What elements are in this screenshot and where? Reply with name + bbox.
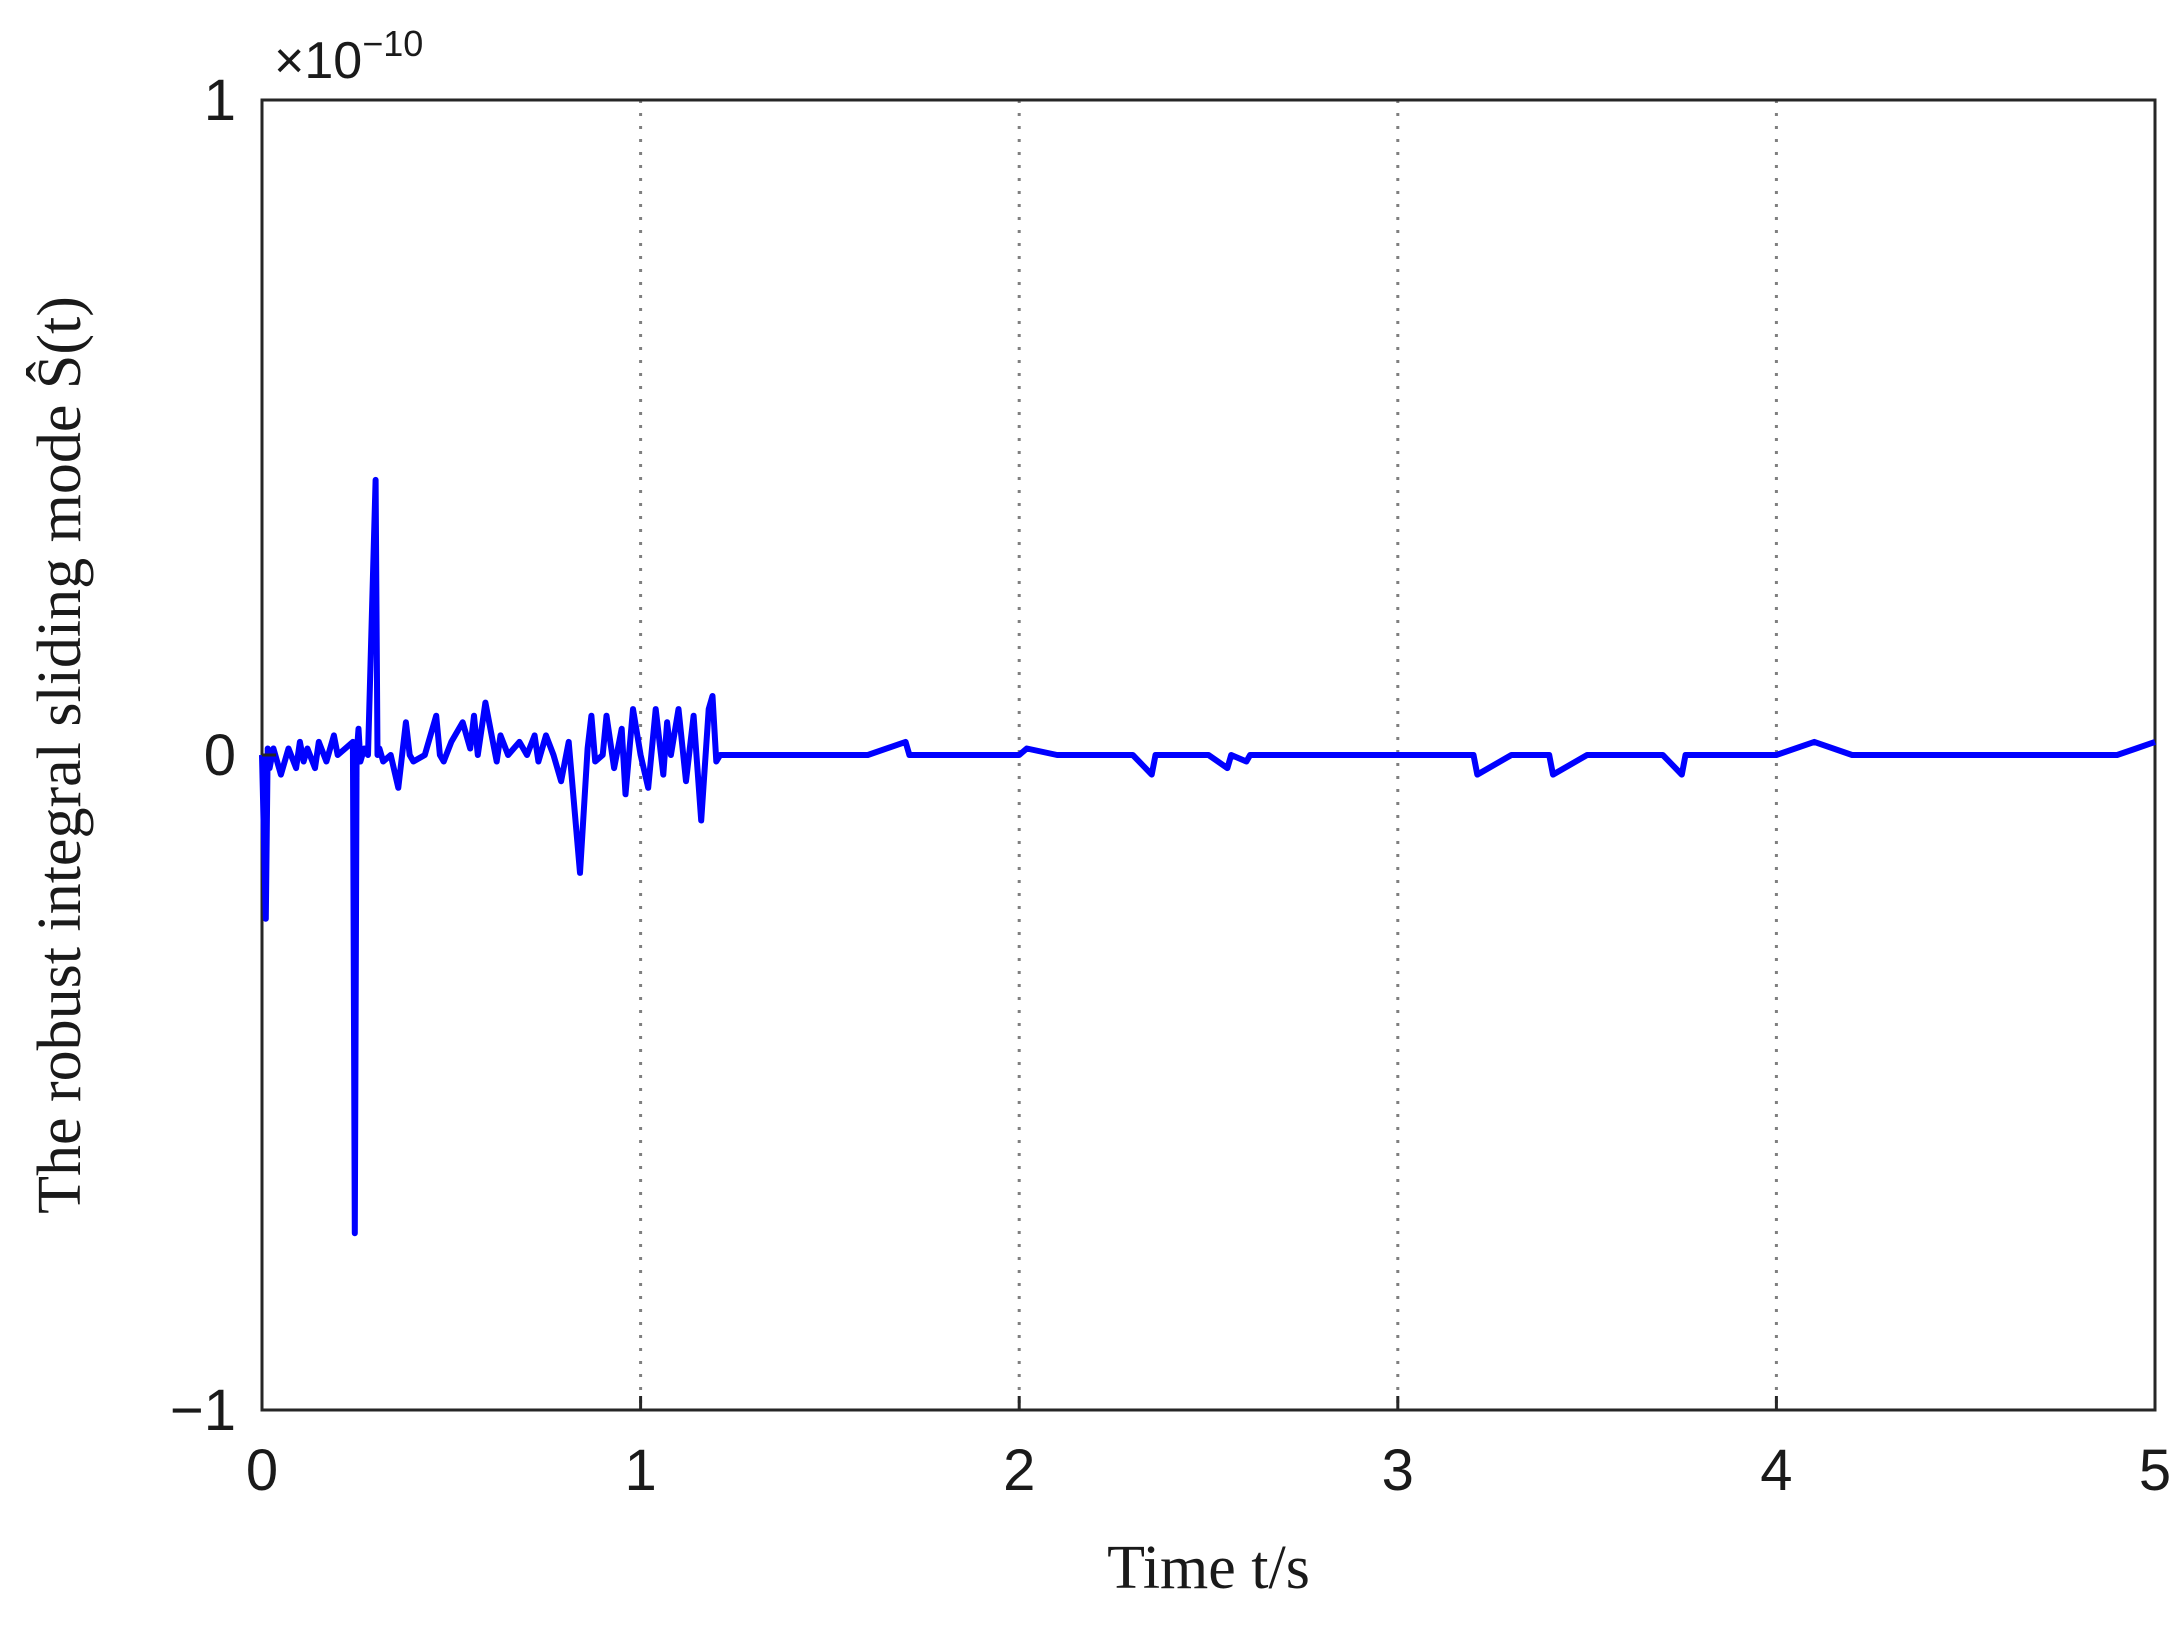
y-axis-exponent: ×10−10 bbox=[274, 23, 423, 90]
x-tick-label: 0 bbox=[246, 1438, 278, 1503]
x-tick-label: 1 bbox=[624, 1438, 656, 1503]
series-layer bbox=[259, 476, 2156, 1237]
x-tick-label: 5 bbox=[2139, 1438, 2171, 1503]
y-tick-label: 1 bbox=[204, 68, 236, 133]
x-tick-label: 4 bbox=[1760, 1438, 1792, 1503]
y-tick-label: −1 bbox=[170, 1378, 236, 1443]
x-axis-label: Time t/s bbox=[1107, 1534, 1310, 1602]
series-line-0 bbox=[259, 476, 2156, 1237]
x-tick-label: 2 bbox=[1003, 1438, 1035, 1503]
x-tick-label: 3 bbox=[1382, 1438, 1414, 1503]
y-axis-label: The robust integral sliding mode Ŝ(t) bbox=[26, 296, 94, 1214]
tick-labels: 0 1 2 3 4 5−101 bbox=[170, 68, 2171, 1503]
y-tick-label: 0 bbox=[204, 723, 236, 788]
